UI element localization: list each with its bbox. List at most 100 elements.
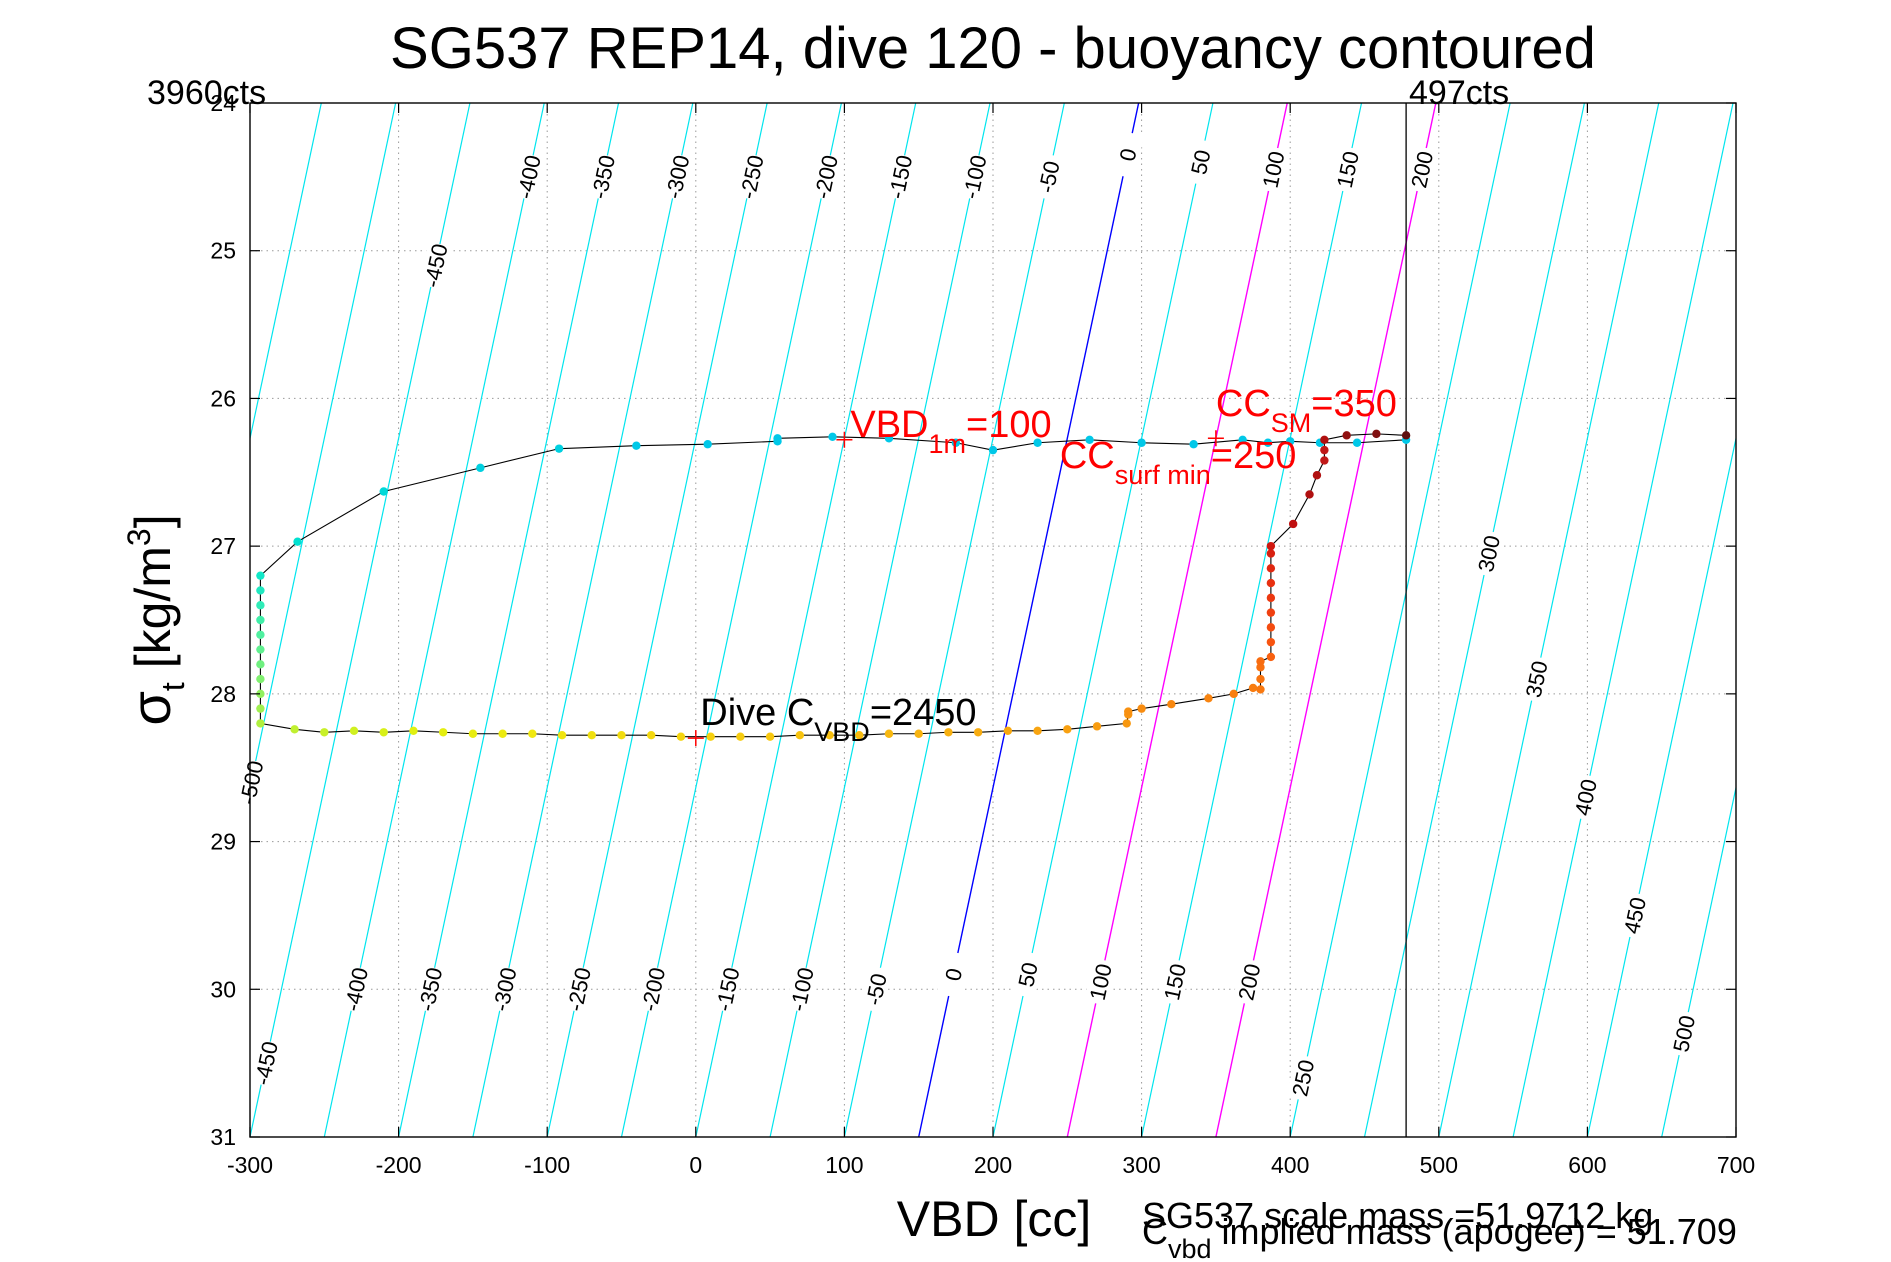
annotation-main: CC xyxy=(1216,383,1271,425)
contour-line xyxy=(1438,103,1660,1137)
trajectory-point xyxy=(554,444,564,453)
trajectory-point xyxy=(1204,694,1213,703)
x-axis-label: VBD [cc] xyxy=(897,1191,1091,1247)
contour-line xyxy=(1885,103,1891,1137)
trajectory-point xyxy=(256,615,265,625)
implied-mass-rest: implied mass (apogee) = 51.709 xyxy=(1212,1211,1737,1252)
contour-line xyxy=(620,103,843,1137)
contour-label-background xyxy=(586,152,620,201)
trajectory-point xyxy=(855,731,864,740)
trajectory-point xyxy=(1256,674,1265,684)
contour-label-background xyxy=(809,152,843,201)
contour-label: -450 xyxy=(419,241,453,289)
trajectory-point xyxy=(706,732,715,741)
trajectory-point xyxy=(1137,704,1146,713)
contour-label: 300 xyxy=(1473,533,1505,574)
contour-label: 350 xyxy=(1521,659,1553,700)
trajectory-point xyxy=(1124,707,1133,716)
trajectory-point xyxy=(1266,652,1276,662)
trajectory-point xyxy=(1263,438,1273,447)
contour-label: -400 xyxy=(339,965,373,1013)
trajectory-point xyxy=(1342,431,1351,440)
contour-line xyxy=(1735,1134,1736,1137)
y-tick-label: 29 xyxy=(210,829,236,855)
trajectory-point xyxy=(290,725,299,734)
annotation-main: Dive C xyxy=(700,692,814,734)
corner-label-left: 3960cts xyxy=(147,74,266,112)
y-tick-label: 28 xyxy=(210,681,236,707)
contour-label-background xyxy=(883,152,917,201)
contour-label-background xyxy=(1232,957,1266,1006)
contour-label-background xyxy=(339,965,373,1014)
trajectory-point xyxy=(1266,593,1276,603)
plus-marker xyxy=(836,431,853,448)
trajectory-point xyxy=(498,729,507,738)
contour-label: -300 xyxy=(661,153,695,201)
trajectory-point xyxy=(1085,435,1094,444)
contour-label: -350 xyxy=(414,965,448,1013)
contour-label: 250 xyxy=(1287,1057,1319,1098)
contour-line xyxy=(472,103,694,1137)
trajectory-point xyxy=(1372,429,1381,439)
y-axis-label-sub: t xyxy=(155,682,191,691)
trajectory-point xyxy=(1092,722,1102,731)
contour-label: -150 xyxy=(884,153,918,201)
contour-label: 200 xyxy=(1406,149,1438,190)
trajectory-point xyxy=(1320,435,1329,444)
y-axis-label-main: σ xyxy=(119,691,182,726)
trajectory-point xyxy=(256,645,265,654)
contour-label-background xyxy=(636,965,670,1014)
buoyancy-contours xyxy=(250,103,1891,1137)
trajectory-point xyxy=(884,434,894,443)
contour-label: 450 xyxy=(1619,895,1651,936)
annotation-main: CC xyxy=(1060,435,1115,477)
trajectory-point xyxy=(1266,608,1276,617)
trajectory-point xyxy=(256,601,265,610)
contour-label-background xyxy=(936,950,970,999)
implied-mass-note: Cvbd implied mass (apogee) = 51.709 xyxy=(1142,1211,1737,1262)
trajectory-point xyxy=(1229,689,1238,699)
trajectory-point xyxy=(1266,623,1276,632)
trajectory-point xyxy=(1305,490,1314,499)
trajectory-point xyxy=(1401,431,1411,440)
plus-marker xyxy=(1207,430,1224,447)
annotation-vbd1m: VBD1m=100 xyxy=(850,404,1051,459)
trajectory-point xyxy=(528,729,537,738)
contour-label-background xyxy=(1472,529,1505,578)
x-tick-label: -200 xyxy=(376,1152,422,1178)
contour-label: -100 xyxy=(785,965,819,1013)
trajectory-point xyxy=(828,432,837,442)
y-axis-label-sup: 3 xyxy=(121,528,157,546)
y-axis-label-close: ] xyxy=(125,514,181,528)
trajectory-point xyxy=(1033,726,1042,735)
contour-label-background xyxy=(413,965,447,1014)
contour-label-background xyxy=(512,152,545,201)
contour-label-background xyxy=(1569,773,1602,822)
dive-trajectory xyxy=(256,429,1411,741)
contour-label: 50 xyxy=(1186,148,1216,177)
contour-label-background xyxy=(1083,957,1117,1006)
contour-label-background xyxy=(1667,1009,1701,1058)
contour-label-background xyxy=(710,965,744,1014)
contour-label: -150 xyxy=(711,965,745,1013)
contour-label-background xyxy=(1519,655,1553,704)
trajectory-point xyxy=(256,674,265,684)
trajectory-point xyxy=(1266,637,1276,647)
trajectory-point xyxy=(676,732,686,741)
contour-line xyxy=(1586,435,1736,1137)
x-tick-label: -100 xyxy=(524,1152,570,1178)
trajectory-point xyxy=(632,441,641,450)
contour-label-background xyxy=(1032,152,1065,201)
trajectory-point xyxy=(703,440,712,449)
contour-label: -200 xyxy=(809,153,843,201)
trajectory-point xyxy=(1266,541,1276,551)
trajectory-point xyxy=(476,463,485,473)
trajectory-point xyxy=(438,728,448,737)
trajectory-point xyxy=(1352,438,1362,447)
trajectory-point xyxy=(1288,519,1298,529)
contour-label: -400 xyxy=(512,153,546,201)
x-tick-label: 400 xyxy=(1271,1152,1309,1178)
trajectory-point xyxy=(765,732,775,741)
annotation-ccsm: CCSM=350 xyxy=(1216,383,1397,438)
trajectory-point xyxy=(256,571,265,580)
